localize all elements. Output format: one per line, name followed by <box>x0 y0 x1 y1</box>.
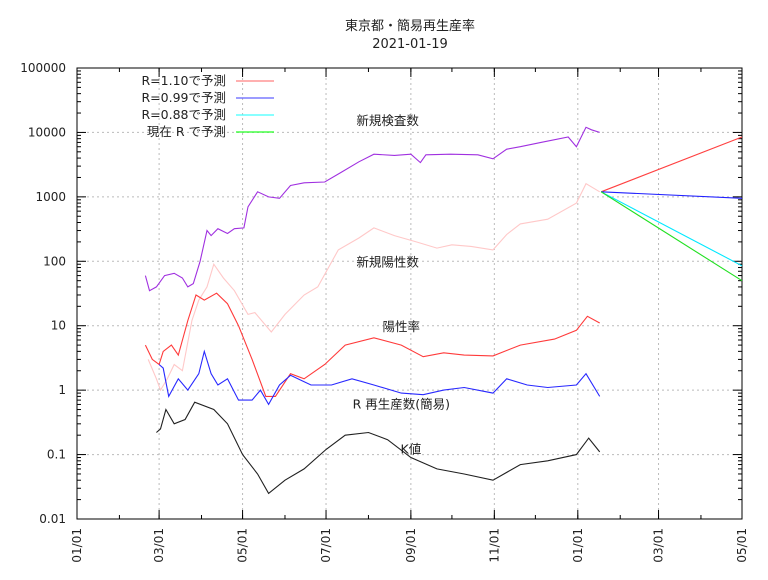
legend-label: R=0.99で予測 <box>142 90 227 105</box>
x-tick-label: 11/01 <box>487 528 501 563</box>
y-tick-label: 1 <box>58 383 66 397</box>
projection-line <box>600 191 743 267</box>
series-label: R 再生産数(簡易) <box>353 396 450 411</box>
series-line <box>158 349 601 406</box>
y-tick-label: 100 <box>43 254 66 268</box>
series-line <box>144 292 600 397</box>
legend-label: R=0.88で予測 <box>142 107 227 122</box>
series-label: 陽性率 <box>383 319 421 334</box>
series-label: 新規検査数 <box>356 113 419 128</box>
series-line <box>144 126 600 292</box>
y-tick-label: 100000 <box>20 61 66 75</box>
projection-line <box>600 136 743 193</box>
series-line <box>147 182 600 392</box>
x-tick-label: 03/01 <box>652 528 666 563</box>
y-tick-label: 10000 <box>28 125 66 139</box>
series-line <box>156 401 601 495</box>
projection-line <box>601 191 743 199</box>
x-tick-label: 03/01 <box>152 528 166 563</box>
y-tick-label: 10 <box>51 319 66 333</box>
legend-label: 現在 R で予測 <box>147 124 226 139</box>
grid <box>77 68 742 519</box>
y-tick-label: 1000 <box>35 190 66 204</box>
legend-label: R=1.10で予測 <box>142 73 227 88</box>
plot-border <box>76 67 743 520</box>
x-tick-label: 05/01 <box>735 528 749 563</box>
y-tick-label: 0.01 <box>39 512 66 526</box>
chart-title: 東京都・簡易再生産率 <box>345 18 475 34</box>
x-tick-label: 05/01 <box>236 528 250 563</box>
series-label: 新規陽性数 <box>356 255 419 270</box>
x-tick-label: 01/01 <box>70 528 84 563</box>
x-tick-label: 01/01 <box>571 528 585 563</box>
x-tick-label: 07/01 <box>319 528 333 563</box>
chart-subtitle: 2021-01-19 <box>372 37 448 52</box>
x-tick-label: 09/01 <box>404 528 418 563</box>
axes: 100000 10000 1000 100 10 1 0.1 0.01 01/01 03/01 05… <box>20 61 749 563</box>
series-label: K値 <box>401 441 422 456</box>
projection-line <box>600 191 743 282</box>
y-tick-label: 0.1 <box>47 448 66 462</box>
